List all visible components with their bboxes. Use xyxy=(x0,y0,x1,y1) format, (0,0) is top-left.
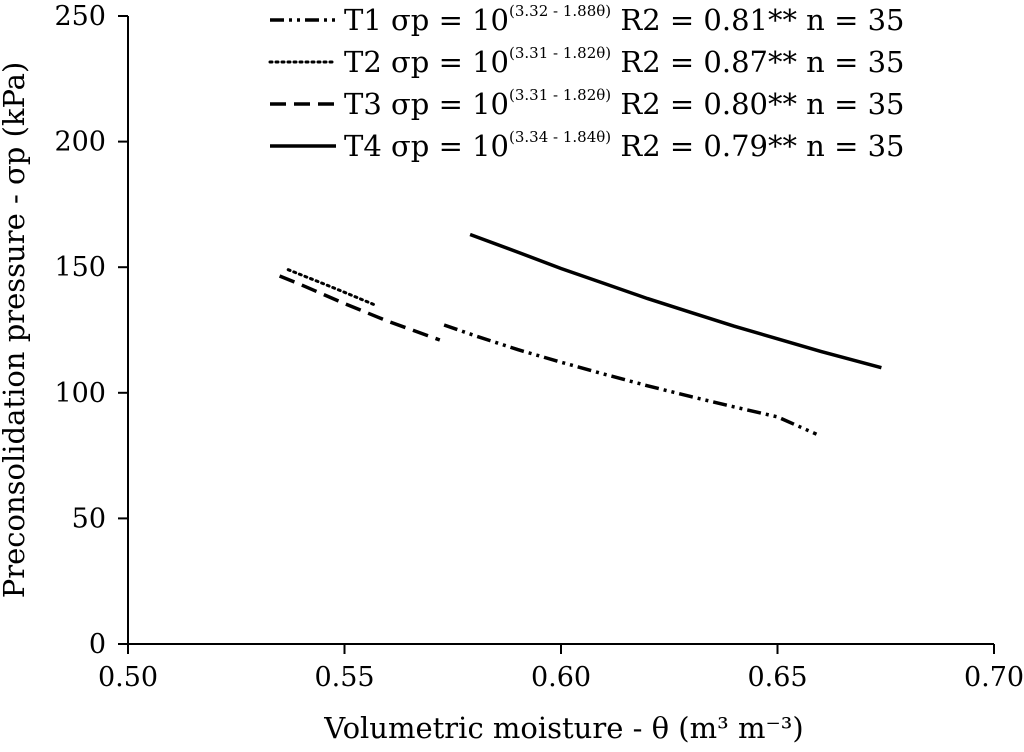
legend-prefix: T1 σp = 10 xyxy=(344,3,509,37)
legend: T1 σp = 10(3.32 - 1.88θ) R2 = 0.81** n =… xyxy=(268,2,905,163)
series-line-t3 xyxy=(278,274,441,342)
x-axis-title: Volumetric moisture - θ (m³ m⁻³) xyxy=(323,711,803,745)
series-line-t1 xyxy=(443,323,818,436)
x-tick-label: 0.65 xyxy=(747,662,807,693)
legend-prefix: T4 σp = 10 xyxy=(344,129,509,163)
legend-prefix: T2 σp = 10 xyxy=(344,45,509,79)
y-axis-title: Preconsolidation pressure - σp (kPa) xyxy=(0,62,31,599)
x-tick-label: 0.60 xyxy=(531,662,591,693)
y-tick-label: 150 xyxy=(54,252,106,283)
legend-label-t1: T1 σp = 10(3.32 - 1.88θ) R2 = 0.81** n =… xyxy=(344,2,905,37)
legend-exponent: (3.34 - 1.84θ) xyxy=(509,128,611,146)
y-tick-label: 0 xyxy=(89,629,106,660)
legend-suffix: R2 = 0.79** n = 35 xyxy=(611,129,904,163)
legend-label-t4: T4 σp = 10(3.34 - 1.84θ) R2 = 0.79** n =… xyxy=(344,128,905,163)
legend-suffix: R2 = 0.87** n = 35 xyxy=(611,45,904,79)
y-tick-label: 250 xyxy=(54,1,106,32)
plot-lines xyxy=(278,232,882,436)
y-tick-label: 100 xyxy=(54,378,106,409)
legend-suffix: R2 = 0.80** n = 35 xyxy=(611,87,904,121)
y-tick-label: 200 xyxy=(54,127,106,158)
legend-label-t3: T3 σp = 10(3.31 - 1.82θ) R2 = 0.80** n =… xyxy=(344,86,905,121)
series-line-t2 xyxy=(286,268,377,307)
legend-label-t2: T2 σp = 10(3.31 - 1.82θ) R2 = 0.87** n =… xyxy=(344,44,905,79)
series-line-t4 xyxy=(469,232,882,370)
y-tick-label: 50 xyxy=(72,503,106,534)
legend-exponent: (3.32 - 1.88θ) xyxy=(509,2,611,20)
legend-prefix: T3 σp = 10 xyxy=(344,87,509,121)
x-tick-label: 0.70 xyxy=(964,662,1024,693)
legend-exponent: (3.31 - 1.82θ) xyxy=(509,86,611,104)
x-tick-label: 0.50 xyxy=(98,662,158,693)
x-tick-label: 0.55 xyxy=(314,662,374,693)
ticks: 0.50 0.55 0.60 0.65 0.70 0 50 100 150 200 250 xyxy=(54,1,1024,693)
legend-suffix: R2 = 0.81** n = 35 xyxy=(611,3,904,37)
legend-exponent: (3.31 - 1.82θ) xyxy=(509,44,611,62)
